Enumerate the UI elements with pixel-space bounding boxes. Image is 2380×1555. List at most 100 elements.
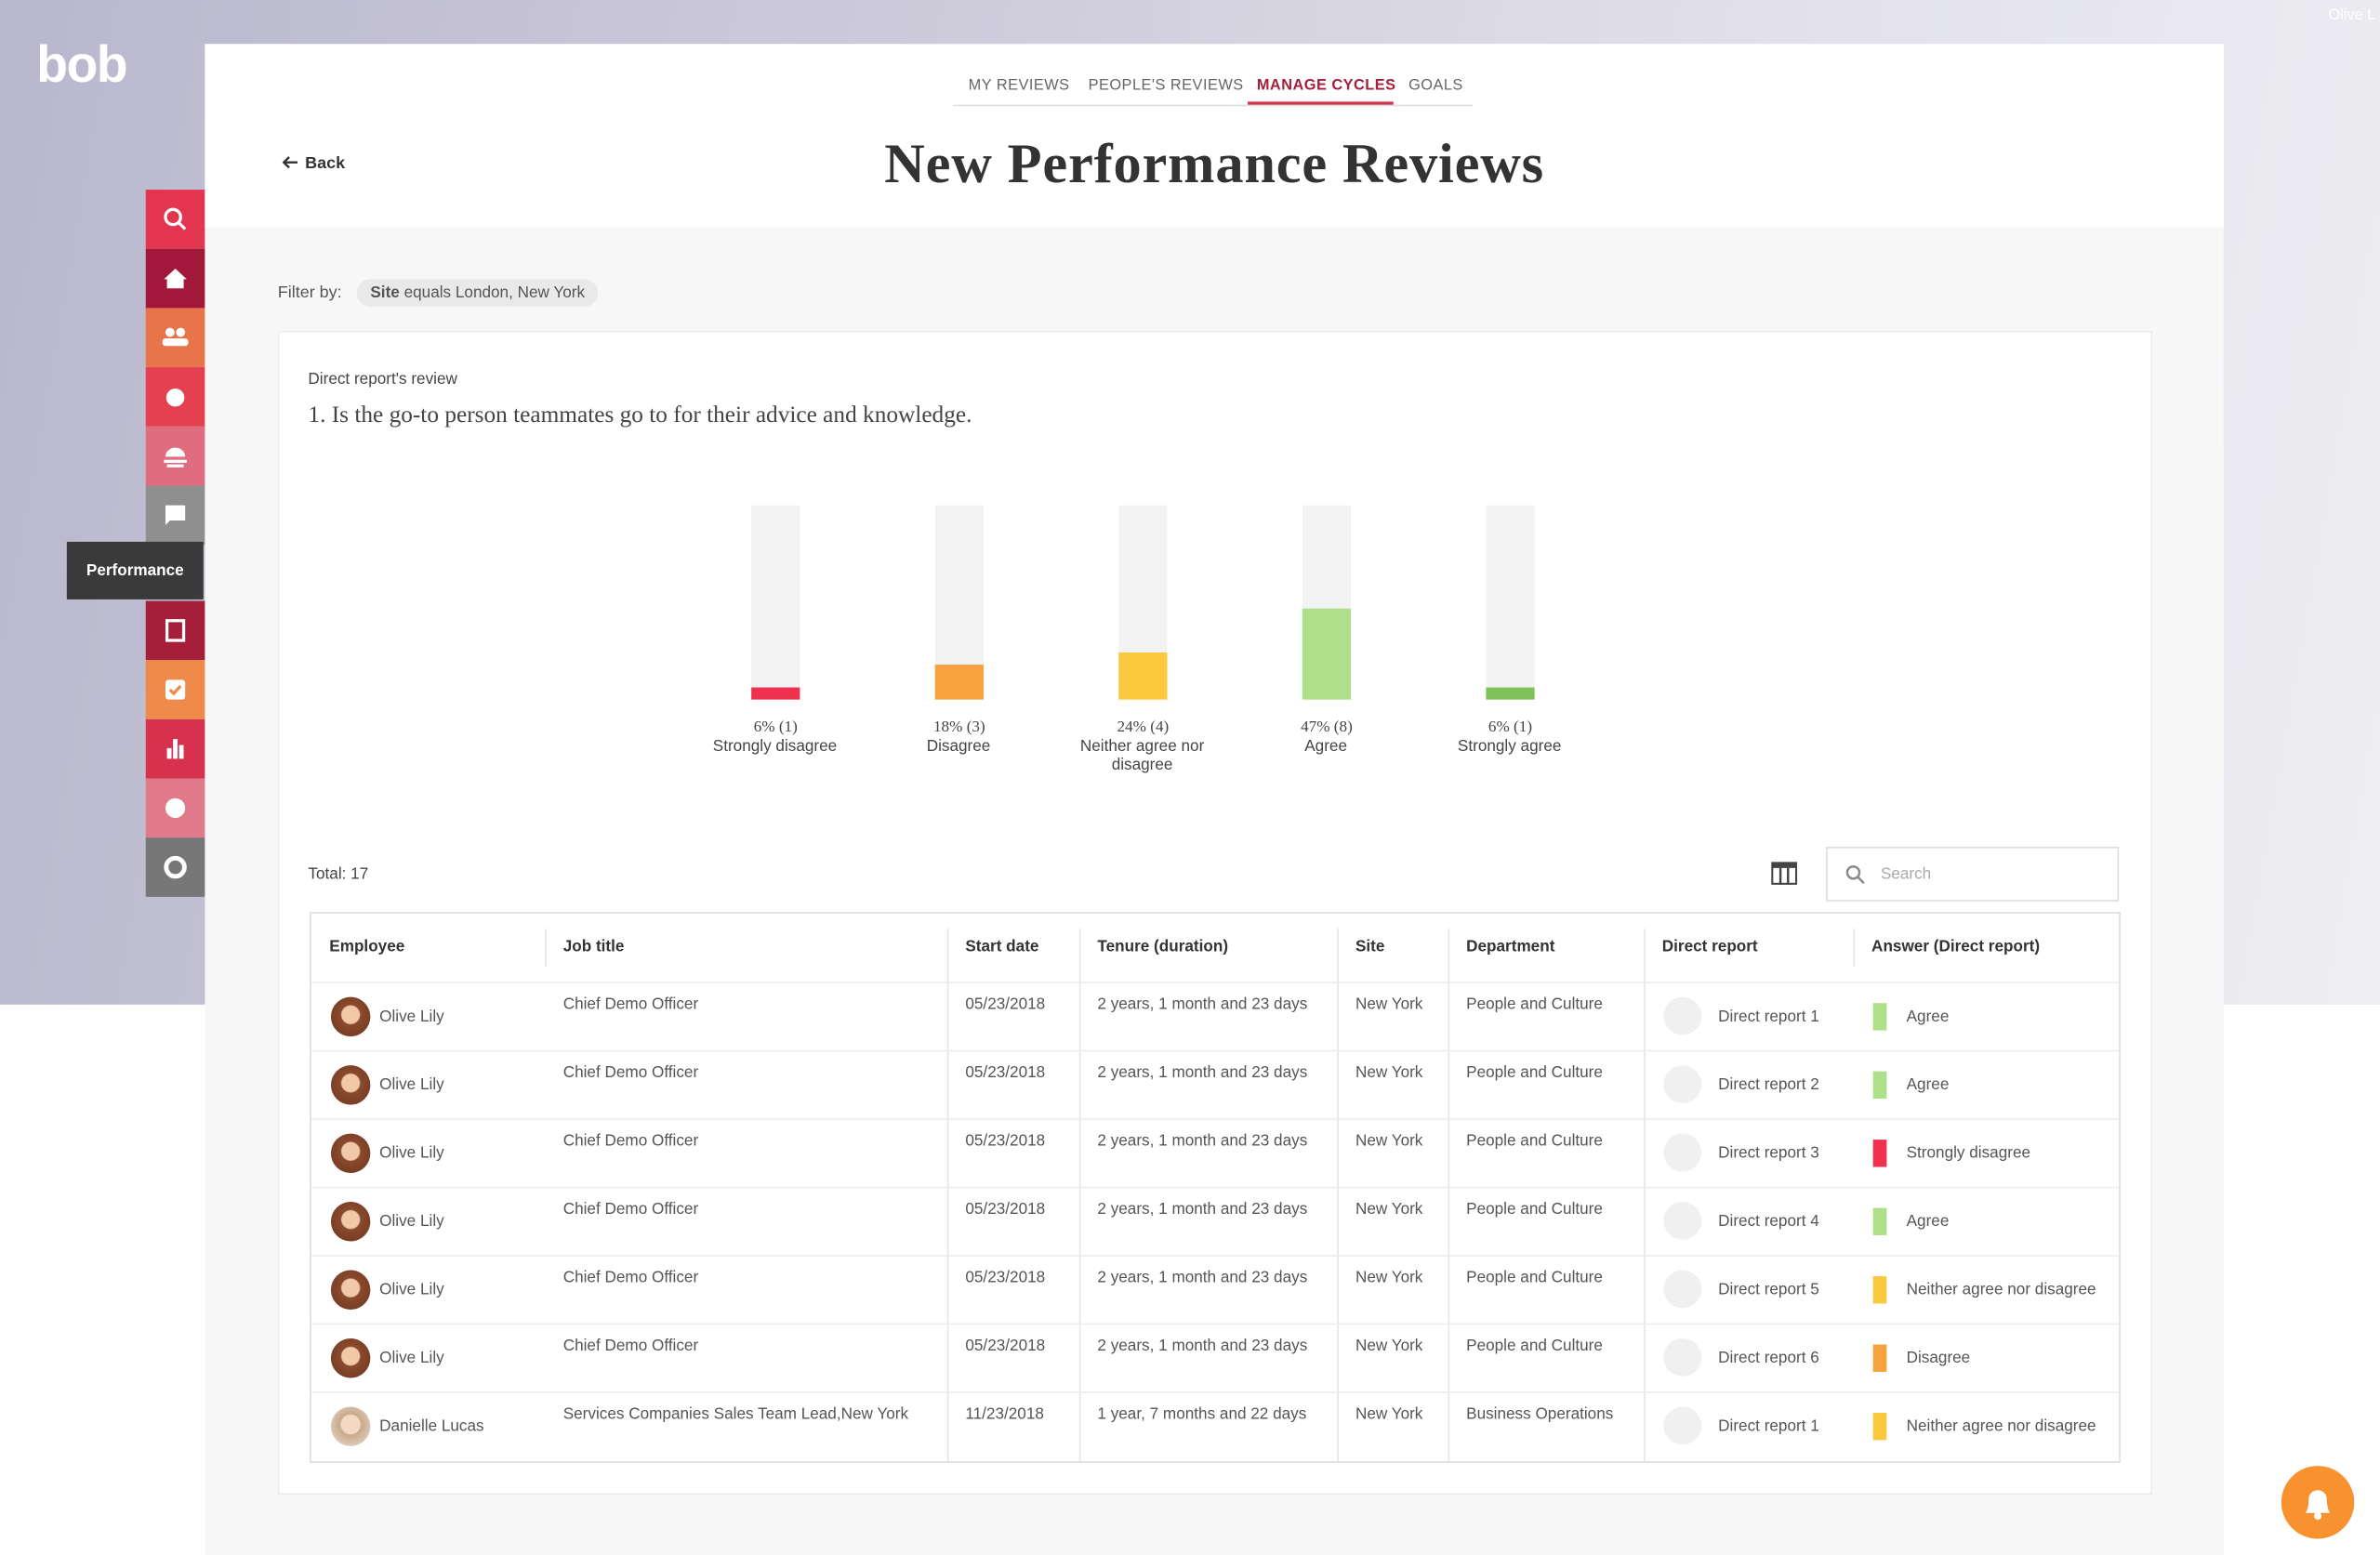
tab[interactable]: MY REVIEWS [968, 77, 1070, 95]
cell: 2 years, 1 month and 23 days [1097, 995, 1308, 1014]
icon [165, 679, 186, 700]
tab[interactable]: MANAGE CYCLES [1256, 77, 1396, 95]
avatar [330, 1065, 371, 1105]
cell: 1 year, 7 months and 22 days [1097, 1404, 1307, 1424]
cell: 2 years, 1 month and 23 days [1097, 1063, 1308, 1083]
report-icon [1663, 1065, 1702, 1103]
icon [1770, 861, 1798, 886]
column-divider [545, 929, 547, 967]
avatar [330, 1338, 371, 1378]
column-header: Site [1355, 937, 1385, 956]
icon [164, 207, 187, 231]
direct-report: Direct report 5 [1718, 1280, 1819, 1299]
column-header: Answer (Direct report) [1871, 937, 2041, 956]
cell: New York [1355, 995, 1423, 1014]
home-nav[interactable] [145, 248, 205, 309]
direct-report: Direct report 2 [1718, 1075, 1819, 1095]
bar [1302, 608, 1352, 700]
tasks-nav[interactable] [145, 660, 205, 719]
category-label: Strongly agree [1457, 737, 1562, 757]
bar-track [1486, 505, 1535, 700]
report-icon [1663, 1338, 1702, 1377]
cell: Chief Demo Officer [562, 995, 699, 1014]
cell: New York [1355, 1200, 1423, 1219]
people-nav[interactable] [145, 308, 205, 368]
cell: People and Culture [1466, 995, 1603, 1014]
answer-swatch [1872, 1344, 1887, 1372]
total-count: Total: 17 [308, 864, 369, 884]
notifications-button[interactable] [2281, 1466, 2355, 1539]
icon [164, 855, 187, 879]
category-label: Disagree [926, 737, 991, 757]
answer: Agree [1906, 1212, 1950, 1232]
icon [165, 797, 186, 818]
category-label: Strongly disagree [712, 737, 838, 757]
cell: 05/23/2018 [965, 1200, 1046, 1219]
report-icon [1663, 1202, 1702, 1240]
column-header: Tenure (duration) [1097, 937, 1229, 956]
perks-nav[interactable] [145, 426, 205, 486]
search-icon [1845, 865, 1865, 885]
answer: Neither agree nor disagree [1906, 1417, 2096, 1436]
cell: 11/23/2018 [965, 1404, 1044, 1424]
question-card: Direct report's review 1. Is the go-to p… [277, 330, 2153, 1496]
cell: 05/23/2018 [965, 1131, 1046, 1151]
row-divider [311, 1118, 2120, 1120]
chat-nav[interactable] [145, 485, 205, 546]
column-header: Employee [329, 937, 405, 956]
back-button[interactable]: Back [281, 154, 346, 174]
icon [2306, 1490, 2331, 1521]
answer: Agree [1906, 1008, 1950, 1026]
back-label: Back [305, 154, 346, 174]
cell: Chief Demo Officer [562, 1131, 699, 1151]
payroll-nav[interactable] [145, 778, 205, 838]
page-title: New Performance Reviews [884, 133, 1545, 196]
direct-report: Direct report 1 [1718, 1008, 1819, 1026]
value-label: 6% (1) [753, 718, 798, 736]
bar-track [1302, 505, 1352, 700]
cell: 05/23/2018 [965, 1337, 1046, 1355]
cell: 05/23/2018 [965, 995, 1046, 1014]
nav-tooltip: Performance [66, 541, 204, 600]
answer-swatch [1872, 1413, 1887, 1441]
time-nav[interactable] [145, 367, 205, 427]
brand-logo[interactable]: bob [36, 36, 127, 95]
icon [164, 447, 187, 468]
avatar [330, 1202, 371, 1242]
cell: Chief Demo Officer [562, 1337, 699, 1355]
column-divider [1448, 929, 1450, 1462]
bar [1118, 652, 1168, 700]
icon [162, 327, 189, 347]
column-header: Direct report [1661, 937, 1758, 956]
column-divider [1078, 929, 1081, 1462]
icon [165, 388, 185, 407]
active-tab-underline [1248, 101, 1394, 105]
section-label: Direct report's review [308, 370, 457, 389]
cell: Chief Demo Officer [562, 1268, 699, 1287]
question-text: 1. Is the go-to person teammates go to f… [308, 402, 972, 428]
columns-button[interactable] [1770, 861, 1798, 892]
employee-name: Olive Lily [379, 1075, 444, 1095]
tab[interactable]: GOALS [1408, 77, 1463, 95]
answer: Agree [1906, 1075, 1950, 1095]
analytics-nav[interactable] [145, 718, 205, 779]
filter-chip[interactable]: Site equals London, New York [356, 279, 599, 307]
reviews-nav[interactable] [145, 600, 205, 661]
category-label: Agree [1304, 737, 1348, 757]
tab[interactable]: PEOPLE'S REVIEWS [1088, 77, 1244, 95]
icon [166, 739, 184, 759]
search-nav[interactable] [145, 190, 205, 249]
avatar [330, 1270, 371, 1310]
header-divider [311, 982, 2120, 983]
search-box[interactable]: Search [1826, 847, 2120, 902]
settings-nav[interactable] [145, 837, 205, 897]
column-divider [1337, 929, 1339, 1462]
icon [165, 619, 186, 642]
avatar [330, 996, 371, 1037]
employee-name: Olive Lily [379, 1280, 444, 1299]
value-label: 18% (3) [932, 718, 985, 736]
user-name[interactable]: Olive L [2328, 7, 2376, 25]
